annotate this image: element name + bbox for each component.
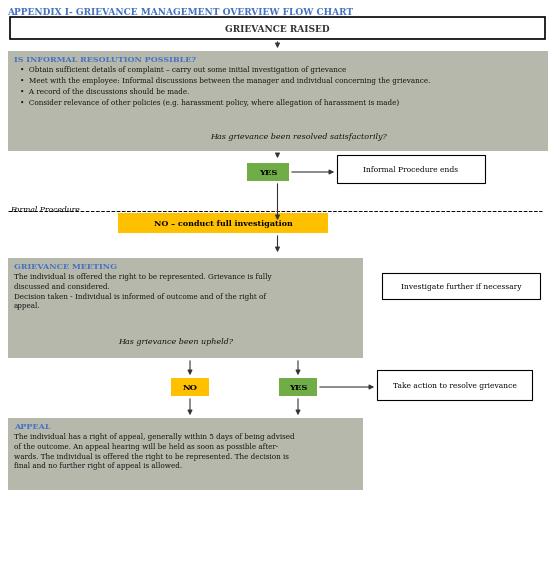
Text: NO – conduct full investigation: NO – conduct full investigation	[154, 220, 292, 228]
Text: Has grievance been resolved satisfactorily?: Has grievance been resolved satisfactori…	[210, 133, 386, 141]
Text: NO: NO	[183, 384, 198, 392]
Bar	[10, 17, 545, 39]
Text: Informal Procedure ends: Informal Procedure ends	[364, 166, 458, 174]
Bar	[247, 163, 289, 181]
Bar	[118, 213, 328, 233]
Text: YES: YES	[289, 384, 307, 392]
Text: IS INFORMAL RESOLUTION POSSIBLE?: IS INFORMAL RESOLUTION POSSIBLE?	[14, 56, 196, 64]
Text: The individual has a right of appeal, generally within 5 days of being advised
o: The individual has a right of appeal, ge…	[14, 433, 295, 471]
Text: APPEAL: APPEAL	[14, 423, 51, 431]
Text: •  A record of the discussions should be made.: • A record of the discussions should be …	[20, 88, 189, 96]
Bar	[377, 370, 532, 400]
Text: Investigate further if necessary: Investigate further if necessary	[401, 283, 521, 291]
Bar	[279, 378, 317, 396]
Text: •  Meet with the employee: Informal discussions between the manager and individu: • Meet with the employee: Informal discu…	[20, 77, 430, 85]
Text: •  Obtain sufficient details of complaint – carry out some initial investigation: • Obtain sufficient details of complaint…	[20, 66, 346, 74]
Text: Has grievance been upheld?: Has grievance been upheld?	[118, 338, 233, 346]
Bar	[337, 155, 485, 183]
Bar	[382, 273, 540, 299]
Text: YES: YES	[259, 169, 277, 177]
Bar	[8, 51, 548, 151]
Text: Take action to resolve grievance: Take action to resolve grievance	[392, 382, 517, 390]
Text: APPENDIX I- GRIEVANCE MANAGEMENT OVERVIEW FLOW CHART: APPENDIX I- GRIEVANCE MANAGEMENT OVERVIE…	[7, 8, 353, 17]
Bar	[171, 378, 209, 396]
Text: GRIEVANCE RAISED: GRIEVANCE RAISED	[225, 24, 330, 33]
Text: The individual is offered the right to be represented. Grievance is fully
discus: The individual is offered the right to b…	[14, 273, 271, 310]
Text: Formal Procedure: Formal Procedure	[10, 206, 80, 214]
Text: GRIEVANCE MEETING: GRIEVANCE MEETING	[14, 263, 117, 271]
Bar	[8, 418, 363, 490]
Bar	[8, 258, 363, 358]
Text: •  Consider relevance of other policies (e.g. harassment policy, where allegatio: • Consider relevance of other policies (…	[20, 99, 399, 107]
